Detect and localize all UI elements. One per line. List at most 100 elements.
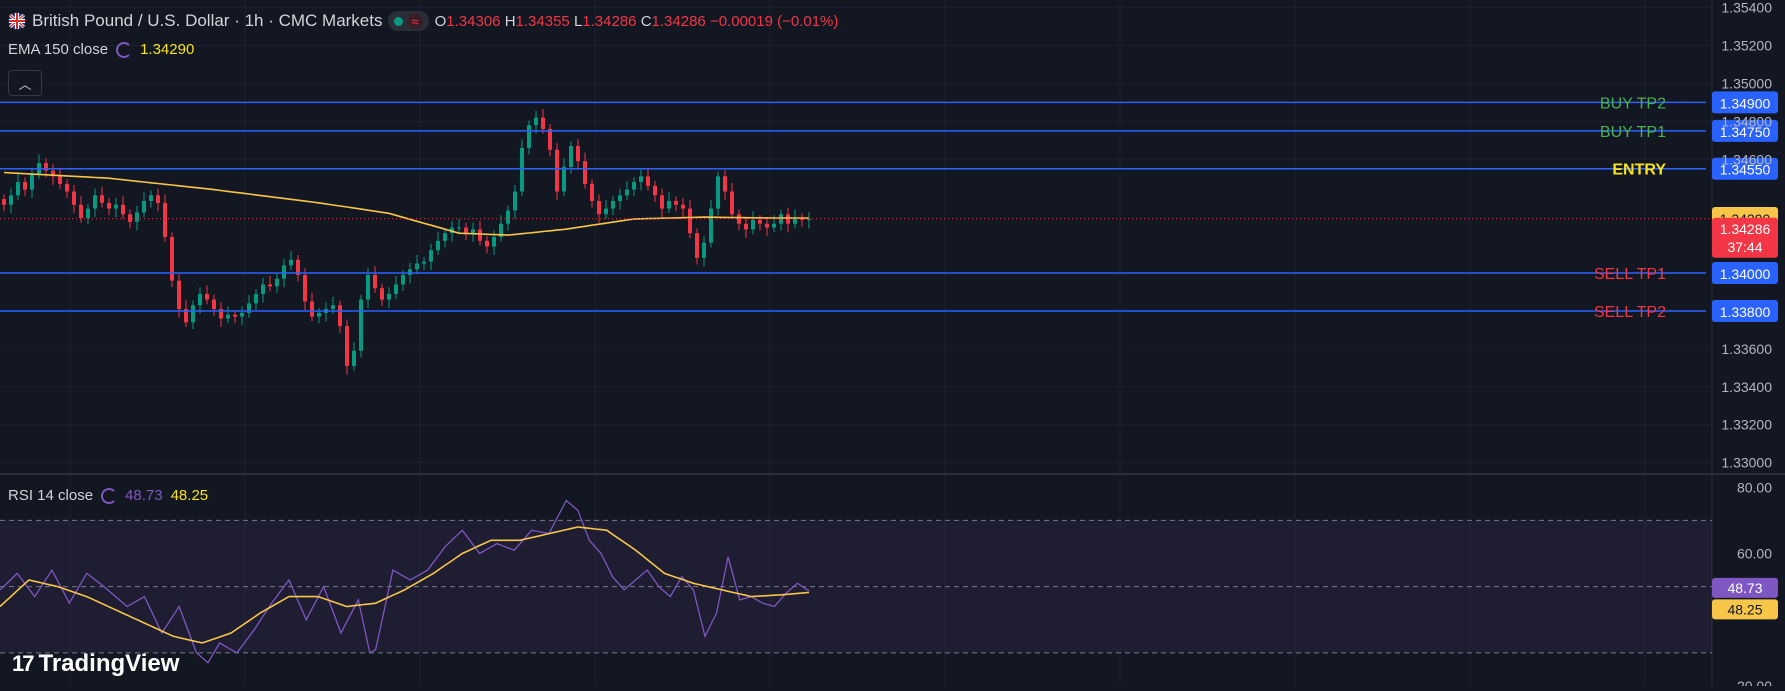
candle-body [737,214,741,224]
candle-body [163,202,167,237]
candle-body [548,128,552,150]
level-price-tag [1712,299,1778,322]
candle-body [44,163,48,171]
change-value: −0.00019 (−0.01%) [709,12,839,30]
candle-body [121,204,125,215]
level-price-tag-text: 1.34550 [1720,162,1771,178]
level-label: BUY TP2 [1600,95,1666,112]
candle-body [149,195,153,201]
candle-body [261,284,265,294]
candle-body [478,229,482,241]
rsi-tick-label: 80.00 [1737,479,1772,495]
candle-body [107,202,111,209]
candle-body [58,176,62,184]
open-value: 1.34306 [446,12,501,30]
uk-flag-icon [8,12,26,30]
chevron-up-icon: ︿ [18,76,32,92]
candle-body [317,312,321,317]
price-tick-label: 1.35400 [1721,0,1772,16]
candle-body [233,314,237,317]
candle-body [667,200,671,209]
candle-body [443,233,447,241]
rsi-legend[interactable]: RSI 14 close 48.73 48.25 [8,487,208,504]
candle-body [639,176,643,183]
candle-body [653,185,657,196]
candle-body [394,284,398,294]
sync-icon[interactable] [101,487,118,504]
price-tick-label: 1.33600 [1721,341,1772,357]
logo-text: TradingView [38,650,180,677]
ohlc-values: O1.34306 H1.34355 L1.34286 C1.34286 −0.0… [435,13,839,30]
candle-body [646,176,650,186]
symbol-header[interactable]: British Pound / U.S. Dollar · 1h · CMC M… [8,10,838,32]
low-value: 1.34286 [582,12,637,30]
market-status-pill[interactable]: ≈ [388,11,429,31]
candle-body [177,280,181,310]
level-price-tag [1712,91,1778,114]
high-value: 1.34355 [515,12,570,30]
tradingview-logo[interactable]: 17 TradingView [12,650,179,678]
candle-body [674,200,678,205]
candle-body [492,237,496,247]
price-tick-label: 1.35200 [1721,38,1772,54]
candle-body [499,223,503,237]
ema-legend[interactable]: EMA 150 close 1.34290 [8,41,194,58]
candle-body [611,200,615,209]
candle-body [408,269,412,275]
candle-body [9,195,13,205]
candle-body [590,183,594,201]
symbol-title[interactable]: British Pound / U.S. Dollar · 1h · CMC M… [32,11,383,30]
candle-body [450,227,454,234]
candle-body [807,218,811,220]
candle-body [226,314,230,319]
candle-body [51,170,55,177]
rsi-legend-value: 48.73 [125,487,163,504]
candle-body [681,204,685,209]
level-price-tag-text: 1.34000 [1720,266,1771,282]
candle-body [359,299,363,351]
level-label: SELL TP2 [1594,304,1666,321]
candle-body [576,145,580,162]
candle-body [772,223,776,228]
close-value: 1.34286 [651,12,706,30]
rsi-tick-label: 60.00 [1737,546,1772,562]
last-price-tag [1712,217,1778,258]
candle-body [758,219,762,224]
candle-body [485,240,489,247]
rsi-line [0,499,810,664]
candle-body [23,182,27,190]
level-layer: BUY TP2 1.34900 BUY TP1 1.34750 ENTRY 1.34550… [0,91,1778,620]
ema-legend-value: 1.34290 [140,41,195,58]
level-price-tag-text: 1.34750 [1720,124,1771,140]
candle-body [212,299,216,310]
candle-body [254,293,258,304]
candle-body [562,166,566,192]
candle-body [632,182,636,190]
price-tick-label: 1.34600 [1721,151,1772,167]
candle-body [275,278,279,287]
collapse-legend-button[interactable]: ︿ [8,70,42,96]
tradingview-logo-icon: 17 [12,651,35,676]
price-tick-label: 1.35000 [1721,75,1772,91]
rsi-price-tag-text: 48.73 [1727,580,1762,596]
candle-body [128,214,132,222]
candle-body [100,195,104,203]
rsi-ma-price-tag [1712,599,1778,620]
candle-body [268,284,272,287]
candle-body [429,250,433,262]
candle-body [695,233,699,258]
candle-body [296,259,300,275]
candle-body [366,274,370,300]
candle-body [373,274,377,289]
candle-body [520,147,524,192]
rsi-ma-price-tag-text: 48.25 [1727,601,1762,617]
candle-body [765,223,769,228]
candle-body [170,237,174,281]
candle-body [660,195,664,209]
rsi-ma-line [0,526,810,644]
sync-icon[interactable] [116,41,133,58]
candle-body [751,219,755,230]
